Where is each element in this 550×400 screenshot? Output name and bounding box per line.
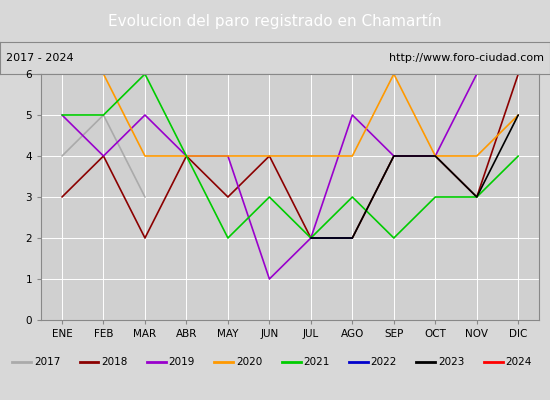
Text: 2023: 2023 (438, 357, 464, 367)
Text: Evolucion del paro registrado en Chamartín: Evolucion del paro registrado en Chamart… (108, 13, 442, 29)
Text: 2020: 2020 (236, 357, 262, 367)
Text: 2019: 2019 (168, 357, 195, 367)
Text: 2017 - 2024: 2017 - 2024 (6, 53, 73, 63)
Text: 2018: 2018 (101, 357, 128, 367)
Text: 2024: 2024 (505, 357, 532, 367)
Text: 2021: 2021 (303, 357, 329, 367)
Text: 2017: 2017 (34, 357, 60, 367)
Text: 2022: 2022 (371, 357, 397, 367)
Text: http://www.foro-ciudad.com: http://www.foro-ciudad.com (389, 53, 544, 63)
